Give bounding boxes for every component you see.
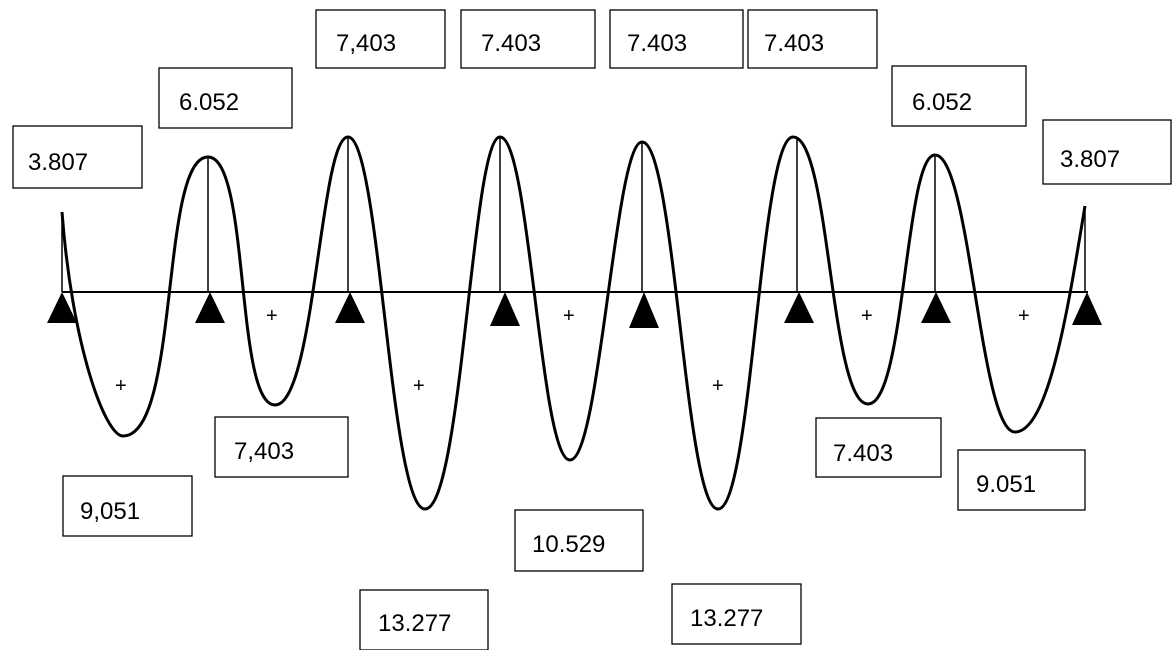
value-label: 7,403 bbox=[336, 30, 396, 57]
plus-sign: + bbox=[563, 305, 575, 327]
value-label: 7.403 bbox=[833, 440, 893, 467]
value-label: 7.403 bbox=[481, 30, 541, 57]
value-label: 7.403 bbox=[764, 30, 824, 57]
value-label: 10.529 bbox=[532, 531, 605, 558]
span-moment-labels: 9,051 7,403 13.277 10.529 13.277 7.403 9… bbox=[62, 416, 1086, 650]
support-triangle bbox=[47, 292, 77, 323]
support-triangle bbox=[335, 292, 365, 323]
support-triangle bbox=[784, 292, 814, 323]
plus-sign: + bbox=[266, 305, 278, 327]
value-label: 6.052 bbox=[179, 89, 239, 116]
value-label: 3.807 bbox=[1060, 146, 1120, 173]
support-moment-labels: 3.807 6.052 7,403 7.403 7.403 7.403 6.05… bbox=[12, 9, 1172, 189]
value-label: 9,051 bbox=[80, 498, 140, 525]
ordinate-lines bbox=[61, 137, 1086, 292]
support-triangle bbox=[1072, 292, 1102, 325]
plus-sign: + bbox=[1018, 305, 1030, 327]
value-label: 13.277 bbox=[690, 605, 763, 632]
support-triangle bbox=[490, 292, 520, 326]
value-label: 13.277 bbox=[378, 610, 451, 637]
value-label: 6.052 bbox=[912, 89, 972, 116]
plus-sign: + bbox=[413, 375, 425, 397]
moment-curve bbox=[60, 135, 1087, 511]
value-label: 7,403 bbox=[234, 438, 294, 465]
value-label: 9.051 bbox=[976, 471, 1036, 498]
plus-sign: + bbox=[115, 375, 127, 397]
plus-sign: + bbox=[712, 375, 724, 397]
value-label: 3.807 bbox=[28, 149, 88, 176]
support-triangle bbox=[195, 292, 225, 323]
support-triangle bbox=[921, 292, 951, 323]
sign-labels: + + + + + + + bbox=[115, 305, 1030, 397]
value-label: 7.403 bbox=[627, 30, 687, 57]
plus-sign: + bbox=[861, 305, 873, 327]
supports bbox=[47, 292, 1102, 328]
support-triangle bbox=[629, 292, 659, 328]
